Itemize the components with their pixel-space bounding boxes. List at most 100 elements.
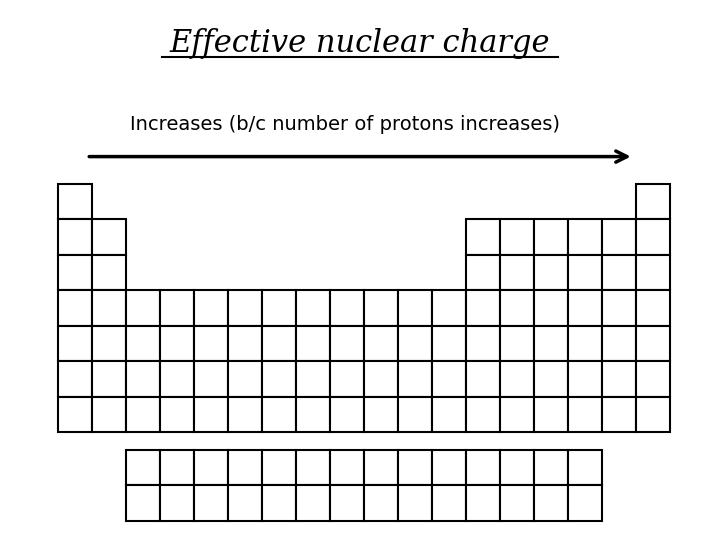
Bar [194,361,228,396]
Bar [330,485,364,521]
Bar [125,361,160,396]
Bar [91,326,125,361]
Bar [567,361,602,396]
Bar [534,290,567,326]
Bar [500,219,534,254]
Bar [125,450,160,485]
Bar [160,485,194,521]
Bar [602,290,636,326]
Bar [58,254,91,290]
Bar [228,290,261,326]
Bar [296,326,330,361]
Bar [125,485,160,521]
Bar [431,396,466,432]
Bar [602,396,636,432]
Bar [431,361,466,396]
Bar [500,326,534,361]
Bar [636,219,670,254]
Bar [466,219,500,254]
Bar [228,396,261,432]
Bar [296,485,330,521]
Bar [397,326,431,361]
Bar [466,361,500,396]
Bar [194,290,228,326]
Text: Increases (b/c number of protons increases): Increases (b/c number of protons increas… [130,114,559,134]
Bar [330,361,364,396]
Bar [58,184,91,219]
Bar [364,326,397,361]
Bar [636,254,670,290]
Bar [534,361,567,396]
Text: Effective nuclear charge: Effective nuclear charge [170,28,550,59]
Bar [296,361,330,396]
Bar [261,361,296,396]
Bar [534,396,567,432]
Bar [466,254,500,290]
Bar [194,450,228,485]
Bar [58,290,91,326]
Bar [160,450,194,485]
Bar [500,254,534,290]
Bar [261,450,296,485]
Bar [534,219,567,254]
Bar [567,485,602,521]
Bar [296,290,330,326]
Bar [500,485,534,521]
Bar [431,485,466,521]
Bar [261,396,296,432]
Bar [397,361,431,396]
Bar [466,290,500,326]
Bar [431,450,466,485]
Bar [58,396,91,432]
Bar [228,326,261,361]
Bar [364,361,397,396]
Bar [636,361,670,396]
Bar [602,361,636,396]
Bar [194,396,228,432]
Bar [91,219,125,254]
Bar [500,450,534,485]
Bar [261,290,296,326]
Bar [364,450,397,485]
Bar [364,396,397,432]
Bar [160,361,194,396]
Bar [91,254,125,290]
Bar [397,396,431,432]
Bar [125,326,160,361]
Bar [636,184,670,219]
Bar [91,361,125,396]
Bar [160,290,194,326]
Bar [567,290,602,326]
Bar [602,326,636,361]
Bar [330,326,364,361]
Bar [261,326,296,361]
Bar [567,219,602,254]
Bar [228,485,261,521]
Bar [194,485,228,521]
Bar [602,254,636,290]
Bar [228,450,261,485]
Bar [602,219,636,254]
Bar [567,254,602,290]
Bar [261,485,296,521]
Bar [636,326,670,361]
Bar [330,290,364,326]
Bar [160,326,194,361]
Bar [364,290,397,326]
Bar [500,396,534,432]
Bar [91,290,125,326]
Bar [330,450,364,485]
Bar [330,396,364,432]
Bar [534,450,567,485]
Bar [567,396,602,432]
Bar [58,361,91,396]
Bar [397,450,431,485]
Bar [534,254,567,290]
Bar [466,450,500,485]
Bar [431,290,466,326]
Bar [636,396,670,432]
Bar [58,219,91,254]
Bar [194,326,228,361]
Bar [567,326,602,361]
Bar [466,396,500,432]
